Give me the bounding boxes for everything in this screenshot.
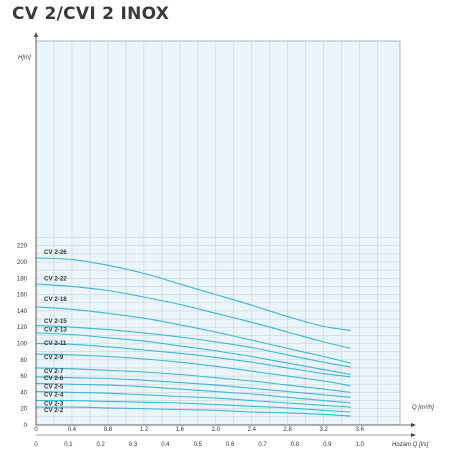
- y-tick-label: 40: [20, 390, 27, 396]
- x-tick-label-ls: 0: [34, 442, 38, 448]
- series-label: CV 2-5: [44, 383, 64, 390]
- y-tick-label: 60: [20, 374, 27, 380]
- y-tick-label: 100: [17, 342, 28, 348]
- series-line: [35, 325, 351, 368]
- y-tick-label: 200: [17, 260, 28, 266]
- x-axis-arrow: [411, 423, 416, 427]
- y-axis-arrow: [34, 32, 38, 37]
- y-tick-label: 120: [17, 325, 28, 331]
- x-tick-labels-ls: 0 0.1 0.2 0.3 0.4 0.5 0.6 0.7 0.8 0.9 1.0: [34, 442, 364, 448]
- series-label: CV 2-4: [44, 391, 64, 398]
- series-line: [35, 332, 351, 376]
- x-tick-label-m3h: 2.8: [284, 427, 293, 433]
- y-tick-labels: 0 20 40 60 80 100 120 140 160 180 200 220: [17, 244, 28, 429]
- series-line: [35, 406, 351, 417]
- chart-title: CV 2/CVI 2 INOX: [12, 4, 170, 24]
- x-tick-label-ls: 1.0: [355, 442, 364, 448]
- x-tick-label-m3h: 0.8: [104, 427, 113, 433]
- curves: [35, 257, 351, 417]
- series-line: [35, 353, 351, 387]
- axes: [34, 32, 416, 437]
- grid: [36, 41, 400, 425]
- y-tick-label: 80: [20, 358, 27, 364]
- plot-area: [35, 40, 401, 426]
- series-label: CV 2-7: [44, 368, 64, 375]
- series-label: CV 2-18: [44, 296, 67, 303]
- series-label: CV 2-26: [44, 249, 67, 256]
- x-tick-label-ls: 0.8: [291, 442, 300, 448]
- series-line: [35, 367, 351, 393]
- series-label: CV 2-9: [44, 354, 64, 361]
- x-tick-label-ls: 0.9: [323, 442, 332, 448]
- series-label: CV 2-11: [44, 340, 67, 347]
- y-tick-label: 220: [17, 244, 28, 250]
- series-line: [35, 342, 351, 378]
- series-line: [35, 283, 351, 349]
- series-line: [35, 382, 351, 404]
- x-tick-label-m3h: 3.6: [355, 427, 364, 433]
- x-tick-label-ls: 0.1: [64, 442, 73, 448]
- series-label: CV 2-2: [44, 407, 64, 414]
- x-tick-label-m3h: 0.4: [68, 427, 77, 433]
- x-tick-label-m3h: 1.6: [176, 427, 185, 433]
- x-tick-label-ls: 0.6: [226, 442, 235, 448]
- x-tick-label-ls: 0.2: [97, 442, 106, 448]
- y-tick-label: 180: [17, 276, 28, 282]
- x-tick-label-ls: 0.5: [194, 442, 203, 448]
- series-line: [35, 306, 351, 364]
- series-label: CV 2-15: [44, 318, 67, 325]
- series-line: [35, 399, 351, 413]
- series-line: [35, 376, 351, 398]
- x-axis-label-m3h: Q [m³/h]: [412, 405, 434, 411]
- y-axis-label: H[m]: [18, 55, 31, 61]
- series-line: [35, 391, 351, 408]
- x-tick-label-m3h: 1.2: [140, 427, 149, 433]
- x-tick-label-m3h: 0: [34, 427, 38, 433]
- x-tick-label-m3h: 2.0: [212, 427, 221, 433]
- series-label: CV 2-22: [44, 276, 67, 283]
- x-tick-label-m3h: 3.2: [320, 427, 329, 433]
- y-tick-label: 160: [17, 293, 28, 299]
- series-label: CV 2-13: [44, 326, 67, 333]
- series-label: CV 2-6: [44, 375, 64, 382]
- x-axis-label-ls: Hozam Q [l/s]: [392, 442, 429, 448]
- y-tick-label: 20: [20, 407, 27, 413]
- x-tick-label-m3h: 2.4: [248, 427, 257, 433]
- series-label: CV 2-3: [44, 400, 64, 407]
- y-tick-label: 140: [17, 309, 28, 315]
- series-line: [35, 257, 351, 332]
- y-tick-label: 0: [24, 423, 28, 429]
- x-axis-ls-arrow: [411, 433, 416, 437]
- x-tick-label-ls: 0.4: [161, 442, 170, 448]
- x-tick-labels-m3h: 0 0.4 0.8 1.2 1.6 2.0 2.4 2.8 3.2 3.6: [34, 427, 364, 433]
- x-tick-label-ls: 0.3: [129, 442, 138, 448]
- x-tick-label-ls: 0.7: [258, 442, 267, 448]
